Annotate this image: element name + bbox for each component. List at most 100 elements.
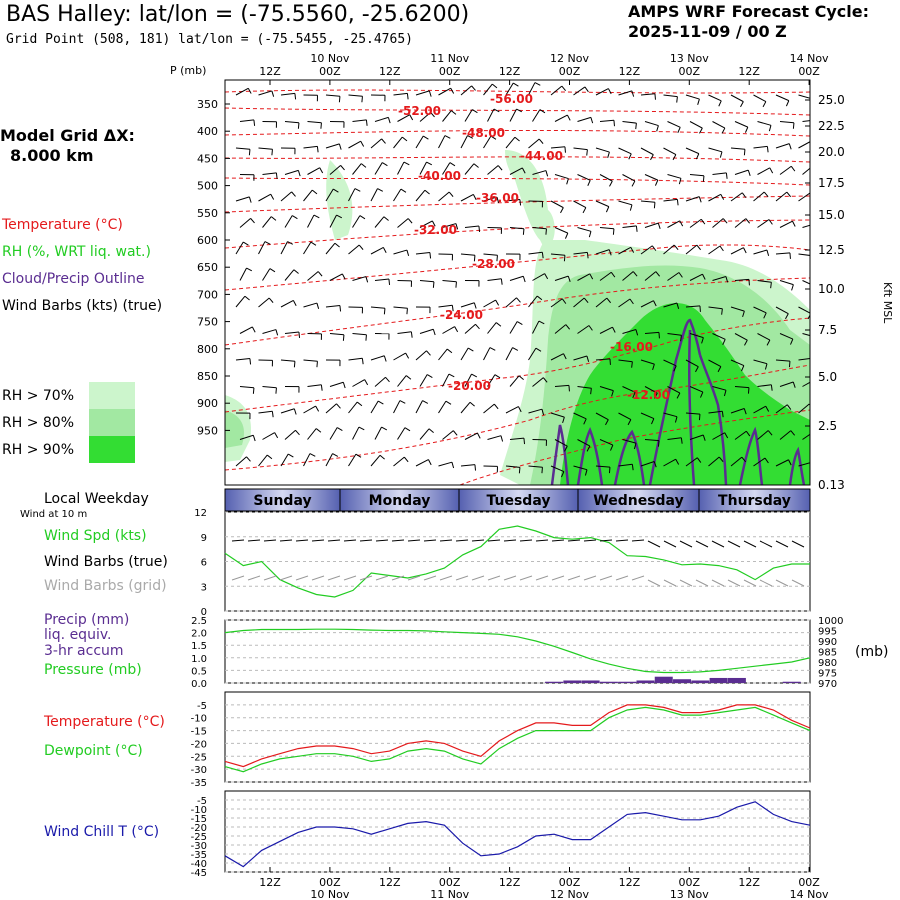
wind-barb-feather [497, 165, 503, 171]
wind-barb-feather [253, 119, 256, 126]
wind-barb-feather [770, 282, 772, 289]
wind-barb-feather [816, 224, 818, 230]
wind-barb [734, 278, 749, 281]
wind-barb-feather [564, 445, 568, 452]
wind-barb-feather [763, 191, 769, 197]
wind-barb-feather [606, 297, 612, 304]
wind-barb [235, 147, 250, 150]
wind-barb-feather [565, 324, 571, 330]
legend-temperature: Temperature (°C) [2, 217, 123, 233]
wind-barb [393, 352, 406, 361]
wind-barb-feather [561, 471, 565, 478]
wind-barb-feather [764, 457, 769, 464]
wind-barb-feather [657, 222, 661, 229]
wind-barb-feather [454, 326, 459, 333]
wind-barb [352, 379, 365, 387]
y-tick-label: -5 [197, 701, 207, 712]
wind-barb-feather [495, 299, 500, 306]
wind-barb-feather [725, 172, 728, 179]
wind-barb-feather [563, 255, 566, 262]
wind-barb-feather [518, 375, 524, 381]
wind-barb [573, 297, 585, 308]
surface-wind-barb [759, 540, 773, 548]
wind-barb-feather [472, 194, 477, 200]
wind-barb-feather [336, 214, 343, 219]
wind-barb-feather [377, 188, 384, 192]
wind-barb [258, 147, 273, 150]
wind-barb [802, 224, 810, 228]
wind-barb [663, 244, 675, 255]
wind-barb [734, 169, 749, 175]
wind-barb-feather [630, 247, 635, 253]
wind-barb [775, 359, 790, 362]
wind-barb-feather [747, 169, 751, 176]
wind-barb-feather [722, 339, 726, 346]
wind-barb [505, 465, 520, 468]
windchill-series-label: Wind Chill T (°C) [44, 824, 160, 840]
wind-barb-feather [517, 406, 522, 413]
height-tick-label: 5.0 [818, 370, 837, 384]
wind-barb [644, 222, 659, 228]
wind-barb-feather [365, 119, 368, 126]
y-tick-label: -15 [191, 814, 207, 825]
cloud-outline [788, 446, 806, 485]
wind-barb [352, 426, 360, 440]
surface-wind-barb [439, 539, 453, 542]
dewpoint-series-label: Dewpoint (°C) [44, 743, 143, 759]
wind-barb-feather [364, 379, 369, 386]
rh80-region [225, 410, 245, 448]
wind-barb-feather [632, 271, 638, 277]
wind-barb [753, 405, 766, 414]
pressure-tick-label: 980 [818, 658, 837, 669]
wind-barb-feather [767, 430, 773, 436]
isotherm-line [225, 107, 810, 116]
wind-barb-feather [561, 298, 567, 304]
wind-barb [640, 147, 654, 156]
wind-barb [280, 299, 294, 308]
x-tick-label-top: 00Z [679, 65, 701, 78]
wind-barb-feather [516, 297, 521, 303]
wind-barb-feather [360, 140, 365, 147]
pressure-label: Pressure (mb) [44, 662, 142, 678]
surface-wind-barb [775, 540, 789, 548]
isotherm-label: -20.00 [448, 379, 491, 393]
wind-barb-feather [813, 286, 816, 291]
wind-barb [239, 434, 254, 440]
wind-barb-feather [635, 329, 639, 336]
wind-barb-feather [358, 244, 364, 250]
wind-barb-feather [769, 167, 774, 174]
surface-wind-barb [471, 539, 485, 542]
isotherm-line [225, 129, 810, 137]
wind-barb-feather [699, 127, 703, 134]
wind-barb [280, 408, 295, 414]
wind-barb [528, 82, 536, 96]
grid-wind-barb [791, 579, 805, 587]
x-tick-label-bottom: 00Z [319, 876, 341, 889]
wind-barb [712, 333, 726, 340]
wind-barb-feather [629, 298, 634, 305]
height-tick-label: 17.5 [818, 176, 845, 190]
wind-barb [599, 326, 613, 334]
wind-barb [393, 188, 402, 202]
wind-barb [442, 162, 451, 175]
wind-barb-feather [426, 350, 431, 356]
wind-barb-feather [269, 268, 276, 273]
wind-barb [235, 196, 250, 202]
wind-barb [284, 215, 293, 228]
wind-barb-feather [270, 193, 275, 200]
y-tick-label: 1.0 [191, 654, 207, 665]
wind-barb-feather [365, 276, 369, 283]
wind-barb [393, 456, 405, 467]
wind-barb [757, 384, 772, 387]
grid-wind-barb [407, 575, 421, 581]
wind-barb-feather [252, 435, 256, 442]
wind-barb [419, 374, 428, 387]
y-tick-label: 0.0 [191, 679, 207, 690]
wind-barb-feather [383, 355, 387, 362]
wind-barb [712, 218, 724, 228]
wind-barb-feather [315, 428, 322, 433]
wind-barb-feather [271, 90, 275, 97]
wind-barb-feather [541, 409, 545, 416]
wind-barb [689, 333, 704, 339]
wind-barb-feather [455, 281, 457, 288]
